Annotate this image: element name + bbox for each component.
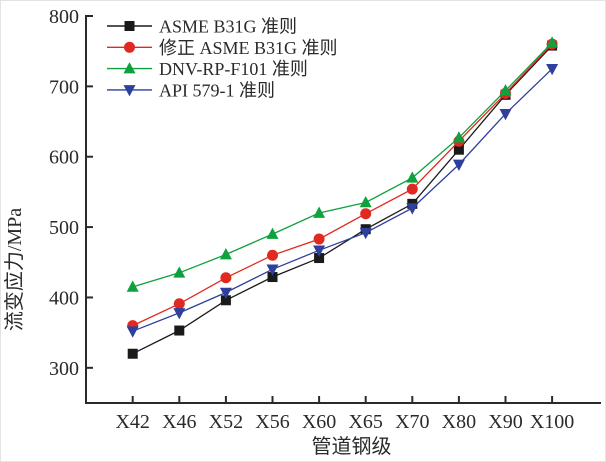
x-tick-label: X70 [395,411,429,433]
y-tick-label: 400 [49,287,79,309]
legend-label: DNV-RP-F101 准则 [159,59,308,79]
series-3-marker [546,63,559,76]
y-axis-title: 流变应力/MPa [3,208,26,331]
x-axis-title: 管道钢级 [312,435,392,458]
series-line-3 [132,68,553,332]
series-line-1 [132,43,553,327]
series-3-marker [266,264,279,276]
series-2-marker [219,248,232,260]
series-0-marker [174,325,185,336]
series-2-marker [406,171,419,183]
series-3-marker [452,159,465,171]
series-line-2 [132,42,553,288]
series-1-marker [360,208,372,220]
legend-label: 修正 ASME B31G 准则 [159,38,338,58]
legend-marker [124,41,135,53]
y-tick-label: 600 [49,147,79,169]
legend-marker [124,21,135,31]
x-tick-label: X80 [442,411,476,433]
x-tick-label: X52 [209,411,243,433]
legend-marker [123,85,136,97]
series-3-marker [406,203,419,215]
legend-marker [123,62,136,74]
y-tick-label: 500 [49,217,79,239]
series-2-marker [546,36,559,48]
series-3-marker [219,287,232,300]
series-2-marker [126,280,139,292]
x-tick-label: X100 [530,411,574,433]
series-0-marker [220,295,231,306]
series-0-marker [453,144,464,155]
series-0-marker [314,253,325,264]
series-1-marker [313,233,325,245]
series-1-marker [220,272,232,284]
series-2-marker [173,266,186,278]
series-1-marker [173,298,185,310]
legend-label: API 579-1 准则 [159,80,275,100]
series-2-marker [359,195,372,208]
series-1-marker [406,183,418,195]
series-3-marker [173,308,186,320]
x-tick-label: X56 [255,411,289,433]
x-tick-label: X65 [348,411,382,433]
x-tick-label: X60 [302,411,336,433]
y-tick-label: 700 [49,76,79,98]
series-2-marker [499,84,512,96]
y-tick-label: 800 [49,6,79,28]
series-3-marker [499,109,512,121]
x-tick-label: X46 [162,411,196,433]
legend-label: ASME B31G 准则 [159,17,297,37]
series-line-0 [132,45,553,355]
series-2-marker [313,206,326,218]
series-2-marker [266,227,279,239]
series-3-marker [126,326,139,338]
y-tick-label: 300 [49,358,79,380]
series-1-marker [267,249,278,261]
x-tick-label: X42 [115,411,149,433]
series-3-marker [313,245,326,257]
x-tick-label: X90 [488,411,522,433]
series-0-marker [127,348,138,359]
series-2-marker [452,131,465,143]
series-0-marker [267,272,278,283]
series-3-marker [359,227,372,240]
